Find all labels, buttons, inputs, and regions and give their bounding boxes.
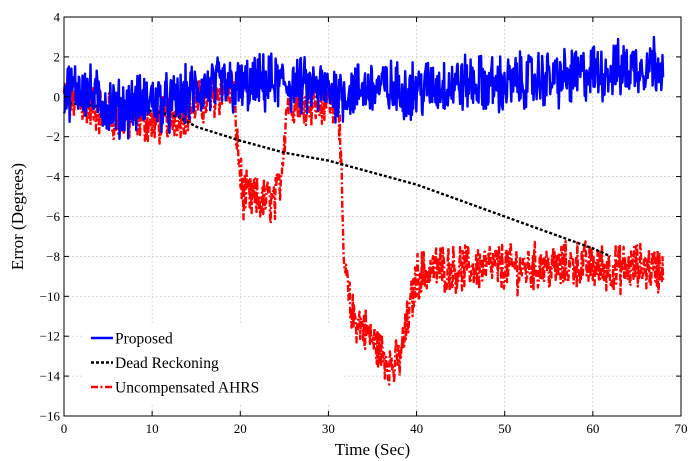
legend-box [82, 324, 342, 404]
x-tick-label: 20 [234, 421, 247, 436]
y-tick-label: −8 [46, 249, 60, 264]
legend-label: Uncompensated AHRS [115, 380, 259, 397]
x-tick-label: 50 [498, 421, 511, 436]
tick-labels: 0 10 20 30 40 50 60 70 −16 −14 −12 −10 −8 −6 −4 −2 0 2 4 [40, 10, 688, 437]
x-axis-label: Time (Sec) [335, 440, 410, 459]
axis-ticks [63, 16, 682, 417]
y-tick-label: 2 [54, 49, 61, 64]
y-tick-label: −6 [46, 209, 60, 224]
x-tick-label: 30 [322, 421, 335, 436]
y-tick-label: −10 [40, 289, 60, 304]
x-tick-label: 70 [675, 421, 688, 436]
legend-label: Proposed [115, 331, 173, 348]
x-tick-label: 10 [146, 421, 159, 436]
y-tick-label: −14 [40, 369, 61, 384]
series-layer [62, 35, 665, 386]
y-tick-label: 4 [54, 10, 61, 25]
series-proposed-line [62, 35, 665, 141]
y-tick-label: −4 [46, 169, 60, 184]
legend: Proposed Dead Reckoning Uncompensated AHRS [82, 324, 342, 404]
y-tick-label: −2 [46, 129, 60, 144]
x-tick-label: 60 [586, 421, 599, 436]
y-tick-label: 0 [54, 89, 61, 104]
y-tick-label: −12 [40, 329, 60, 344]
x-tick-label: 0 [61, 421, 68, 436]
y-tick-label: −16 [40, 409, 61, 424]
y-axis-label: Error (Degrees) [8, 163, 27, 270]
x-tick-label: 40 [410, 421, 423, 436]
legend-label: Dead Reckoning [115, 355, 219, 372]
